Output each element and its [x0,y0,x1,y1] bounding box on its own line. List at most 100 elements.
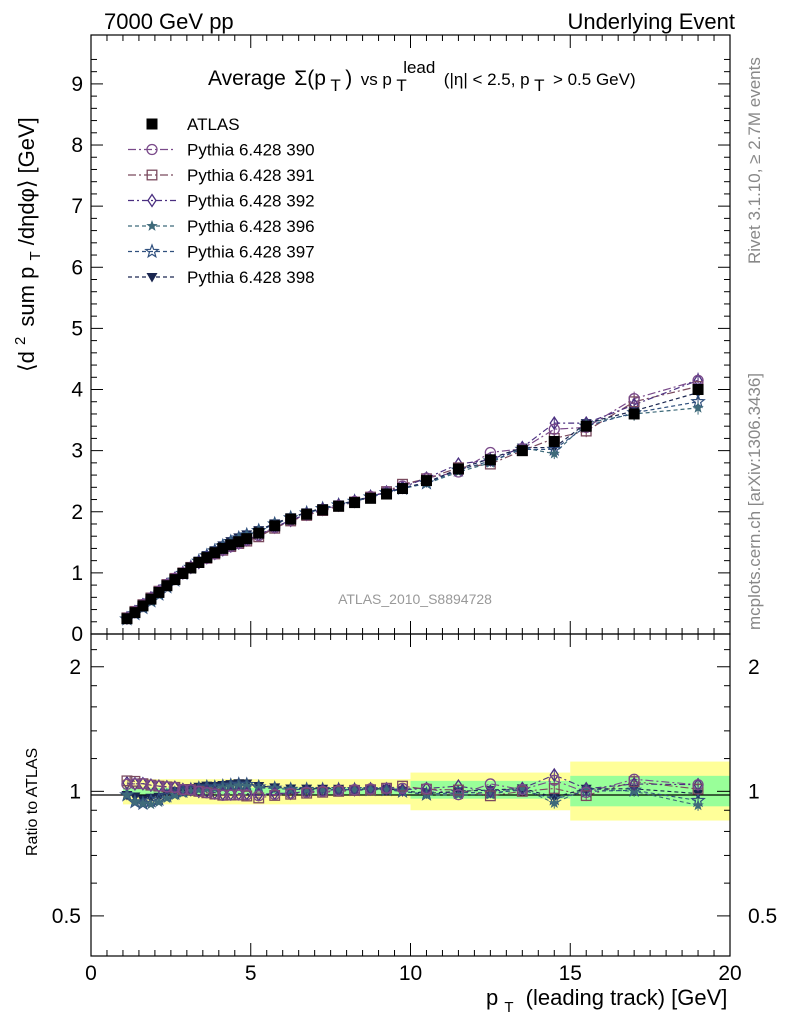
ratio-data-point [282,781,299,797]
atlas-data-point [193,556,205,568]
header-left-label: 7000 GeV pp [104,9,234,34]
ratio-data-point [628,773,640,785]
ratio-data-point [452,789,465,801]
ratio-data-point [193,783,205,795]
ratio-data-point [381,781,392,797]
atlas-data-point [177,567,189,579]
series-line [126,379,699,619]
legend-marker [146,220,158,231]
main-y-tick-label: 4 [71,379,83,402]
atlas-data-point [333,500,345,512]
analysis-id-label: ATLAS_2010_S8894728 [338,591,492,607]
ratio-data-point [121,778,133,790]
atlas-data-point [349,497,361,509]
title-sigma: Σ(p [294,67,326,90]
ratio-data-point [364,783,377,795]
ratio-data-point [137,797,149,809]
ratio-data-point [348,783,361,795]
title-sub-t1: T [330,76,340,95]
atlas-data-point [145,593,157,605]
title-cond1: (|η| < 2.5, p [444,70,530,89]
main-data-points [119,373,706,626]
ratio-data-points [119,767,706,811]
ratio-data-point [241,779,253,791]
atlas-data-point [397,483,409,495]
title-close: ) [345,67,352,90]
mc-data-point [548,447,560,459]
atlas-data-point [137,600,149,612]
atlas-data-point [301,508,313,520]
atlas-data-point [365,492,377,504]
ratio-data-point [332,783,345,795]
ratio-data-point [253,790,265,802]
ratio-data-point [420,782,433,795]
ratio-data-point [145,798,157,810]
mc-data-point [628,396,640,408]
ratio-data-point [548,797,560,808]
ratio-data-point [301,786,313,798]
atlas-data-point [225,539,237,551]
ylabel-part-c: /dηdφ⟩ [GeV] [14,117,39,245]
ratio-data-point [121,775,133,787]
ratio-data-point [217,789,229,801]
ratio-data-point [225,789,237,801]
ratio-data-point [127,793,143,809]
series-line [126,379,699,619]
main-y-tick-label: 3 [71,440,83,463]
ratio-data-point [169,781,181,793]
ratio-data-point [692,779,704,791]
atlas-data-point [516,445,528,457]
ratio-data-point [548,774,560,786]
ratio-data-point [516,783,528,796]
x-tick-label: 10 [399,962,422,985]
legend-marker [146,118,158,130]
ratio-data-point [396,782,409,794]
atlas-data-point [209,547,221,559]
ratio-data-point [332,784,345,797]
title-average: Average [208,67,286,90]
ratio-data-point [153,796,165,808]
atlas-data-point [185,562,197,574]
ratio-data-point [169,789,181,801]
ylabel-part-a: ⟨d [14,351,39,372]
ratio-data-point [397,782,408,797]
mcplots-reference-label: mcplots.cern.ch [arXiv:1306.3436] [745,373,764,630]
ratio-y-tick-label: 1 [69,780,81,803]
ratio-data-point [209,782,221,794]
title-sub-t2: T [396,76,406,95]
ratio-data-point [484,788,497,800]
ratio-data-point [233,789,245,801]
atlas-data-point [233,536,245,548]
atlas-data-point [548,435,560,447]
atlas-data-point [241,533,253,545]
atlas-data-point [217,542,229,554]
ratio-data-point [185,784,197,796]
mc-data-point [549,415,560,431]
ratio-y-tick-label-right: 0.5 [748,905,777,928]
ratio-data-point [209,788,221,800]
ratio-y-tick-label-right: 2 [748,656,760,679]
atlas-data-point [317,504,329,516]
ylabel-sub: T [27,251,44,260]
ratio-data-point [380,782,393,794]
ratio-data-point [581,781,592,796]
header-right-label: Underlying Event [567,9,735,34]
xlabel-p: p [486,985,498,1010]
series-line [126,385,699,619]
series-line [126,401,699,620]
ratio-data-point [119,786,135,802]
atlas-data-point [628,408,640,420]
legend-entry-label: Pythia 6.428 390 [187,141,315,160]
atlas-data-point [452,463,464,475]
main-y-tick-label: 5 [71,317,83,340]
ratio-data-point [298,781,315,797]
ratio-data-point [145,779,157,791]
ratio-data-point [452,788,465,800]
ratio-data-point [380,783,393,795]
atlas-data-point [381,488,393,500]
legend-marker [146,273,158,283]
legend-entry-label: ATLAS [187,115,240,134]
ratio-data-point [549,767,560,783]
mc-data-point [628,393,640,405]
